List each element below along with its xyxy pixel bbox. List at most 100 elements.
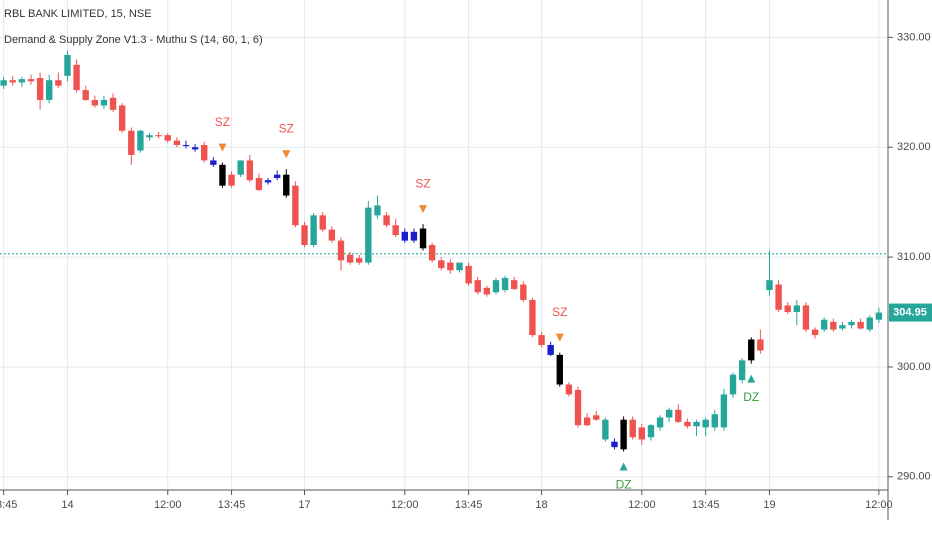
candle-body xyxy=(474,280,481,293)
candle-body xyxy=(848,321,855,326)
zone-label: DZ xyxy=(743,390,759,404)
candle-body xyxy=(273,174,281,178)
candle-body xyxy=(383,215,390,226)
candle-body xyxy=(629,419,636,438)
candle-body xyxy=(182,145,190,147)
candle-body xyxy=(438,260,445,269)
zone-marker xyxy=(419,205,428,214)
zone-marker xyxy=(747,374,756,383)
candle-body xyxy=(447,262,454,271)
candle-body xyxy=(27,79,35,82)
candle-body xyxy=(9,80,16,83)
candle-body xyxy=(210,160,217,165)
zone-marker xyxy=(218,143,227,152)
candle-body xyxy=(419,228,427,249)
candle-body xyxy=(401,231,408,241)
candle-body xyxy=(337,240,345,261)
zone-marker xyxy=(619,462,628,471)
candle-body xyxy=(46,80,53,100)
candle-body xyxy=(538,335,545,345)
x-tick-label: 12:00 xyxy=(154,499,182,511)
candle-body xyxy=(55,80,62,86)
candle-body xyxy=(602,419,609,440)
last-price-label: 304.95 xyxy=(893,306,927,318)
candle-body xyxy=(36,78,44,100)
candle-body xyxy=(201,145,208,161)
candle-body xyxy=(511,280,518,289)
candle-body xyxy=(693,421,700,427)
plot-area: SZ SZ SZ SZ DZ DZ xyxy=(0,50,888,492)
candle-body xyxy=(875,312,883,320)
y-tick-label: 290.00 xyxy=(897,471,931,483)
candle-body xyxy=(529,299,536,336)
candle-body xyxy=(410,231,418,241)
candle-body xyxy=(775,284,782,310)
candle-body xyxy=(374,205,381,216)
candle-body xyxy=(283,174,290,196)
candle-body xyxy=(191,147,199,150)
zone-label: SZ xyxy=(552,305,567,319)
candle-body xyxy=(155,135,162,137)
candle-body xyxy=(91,99,99,106)
candle-body xyxy=(583,417,591,426)
candle-body xyxy=(757,339,764,351)
zone-label: DZ xyxy=(616,478,632,492)
y-tick-label: 310.00 xyxy=(897,251,931,263)
candle-body xyxy=(820,319,828,330)
candle-body xyxy=(310,215,317,245)
candle-body xyxy=(228,174,235,186)
candle-body xyxy=(501,277,509,291)
candle-body xyxy=(483,287,491,295)
zone-label: SZ xyxy=(215,115,230,129)
candle-body xyxy=(319,215,326,230)
indicator-name: Demand & Supply Zone V1.3 - Muthu S (14,… xyxy=(4,34,263,46)
x-tick-label: 13:45 xyxy=(218,499,246,511)
candle-body xyxy=(100,99,108,106)
candle-body xyxy=(492,280,500,293)
candle-body xyxy=(0,80,7,86)
candle-body xyxy=(328,229,336,241)
candle-body xyxy=(118,105,126,131)
axes: 290.00 300.00 310.00 320.00 330.00 13:45 14 12:… xyxy=(0,31,932,511)
candle-body xyxy=(173,140,181,146)
candle-body xyxy=(456,262,463,271)
last-price-box xyxy=(889,303,932,322)
candle-body xyxy=(82,90,89,100)
y-tick-label: 330.00 xyxy=(897,31,931,43)
candle-body xyxy=(620,419,627,450)
candle-body xyxy=(264,180,272,183)
x-tick-label: 13:45 xyxy=(455,499,483,511)
candle-body xyxy=(73,64,80,91)
candle-body xyxy=(811,329,819,336)
candle-body xyxy=(109,97,117,110)
candle-body xyxy=(428,245,436,261)
candle-body xyxy=(346,254,354,263)
candle-body xyxy=(839,325,846,329)
chart-title: RBL BANK LIMITED, 15, NSE xyxy=(4,8,152,20)
candle-body xyxy=(219,164,226,186)
candle-body xyxy=(146,135,153,138)
grid xyxy=(0,0,888,490)
candle-body xyxy=(292,185,299,226)
x-tick-label: 17 xyxy=(298,499,310,511)
candle-body xyxy=(720,394,728,428)
zone-marker xyxy=(555,333,564,342)
candle-body xyxy=(164,135,171,141)
x-tick-label: 12:00 xyxy=(391,499,419,511)
candle-body xyxy=(766,280,773,291)
candle-body xyxy=(465,265,472,284)
candle-body xyxy=(793,305,801,313)
candle-body xyxy=(638,427,646,440)
candle-body xyxy=(656,417,664,428)
candle-body xyxy=(593,415,600,420)
x-tick-label: 12:00 xyxy=(865,499,893,511)
candle-body xyxy=(611,441,618,448)
candle-body xyxy=(301,225,308,245)
candle-body xyxy=(802,305,810,330)
candle-body xyxy=(18,79,26,83)
candle-body xyxy=(64,54,71,76)
candle-body xyxy=(647,425,655,438)
x-tick-label: 12:00 xyxy=(628,499,656,511)
x-tick-label: 13:45 xyxy=(692,499,720,511)
